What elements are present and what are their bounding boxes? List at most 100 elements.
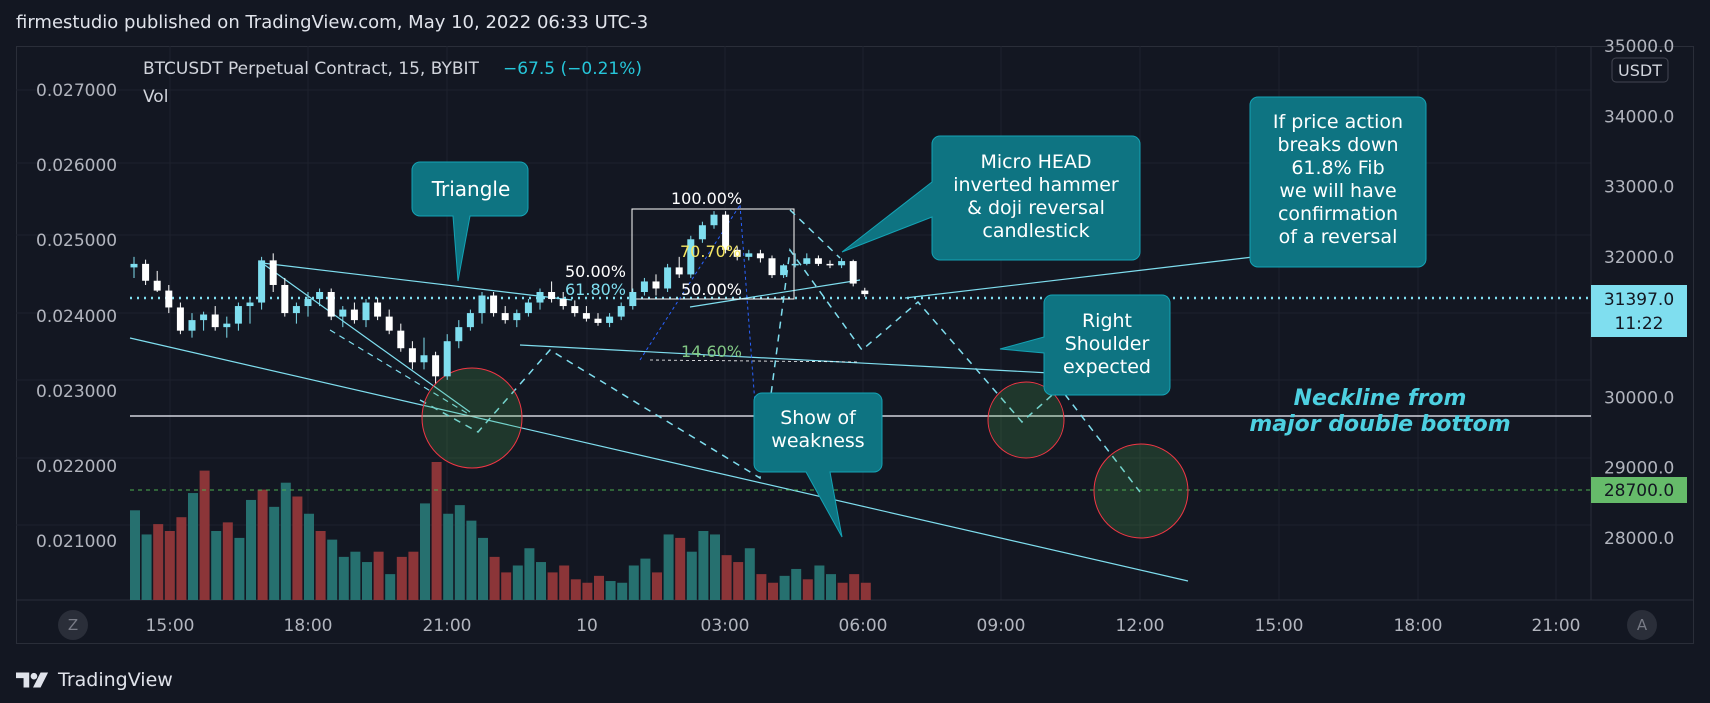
- svg-text:100.00%: 100.00%: [671, 189, 742, 208]
- z-button[interactable]: Z: [58, 610, 88, 640]
- volume-bar: [582, 582, 593, 600]
- last-price-value: 31397.0: [1604, 290, 1674, 310]
- volume-bar: [524, 548, 535, 600]
- callout-if-price[interactable]: If price action breaks down 61.8% Fib we wi…: [1249, 96, 1427, 268]
- left-axis-tick: 0.022000: [36, 457, 117, 477]
- volume-bar: [338, 556, 349, 600]
- candle-body: [710, 214, 718, 226]
- volume-bar: [373, 551, 384, 600]
- volume-bar: [628, 565, 639, 600]
- volume-bar: [420, 503, 430, 600]
- candle-body: [687, 239, 695, 275]
- countdown: 11:22: [1615, 314, 1664, 334]
- left-axis-tick: 0.027000: [36, 81, 117, 101]
- candle-body: [756, 253, 764, 259]
- right-axis[interactable]: 35000.0 34000.0 33000.0 32000.0 30000.0 29000…: [1604, 37, 1674, 549]
- volume-bar: [837, 582, 848, 600]
- candle-body: [176, 307, 184, 331]
- time-axis-label: 15:00: [146, 616, 195, 636]
- volume-bar: [211, 531, 222, 600]
- candle-body: [582, 313, 590, 319]
- candle-body: [269, 260, 277, 285]
- candle-body: [536, 292, 544, 303]
- volume-bar: [257, 489, 268, 600]
- target-price-tag: [1591, 477, 1687, 503]
- volume-bar: [605, 581, 616, 600]
- candle-body: [362, 302, 370, 321]
- volume-bar: [768, 582, 778, 600]
- candle-body: [698, 225, 706, 240]
- candle-body: [524, 302, 532, 314]
- publish-info: firmestudio published on TradingView.com…: [16, 12, 649, 33]
- candle-body: [165, 290, 173, 308]
- volume-bar: [570, 579, 581, 600]
- candle-body: [385, 316, 393, 331]
- candle-body: [490, 295, 498, 314]
- mh-line-0: Micro HEAD: [980, 151, 1091, 173]
- volume-bar: [327, 539, 338, 600]
- candle-body: [408, 348, 416, 363]
- time-axis-label: 03:00: [701, 616, 750, 636]
- left-axis-tick: 0.024000: [36, 307, 117, 327]
- volume-bar: [443, 513, 454, 600]
- volume-bar: [141, 534, 152, 600]
- volume-bar: [176, 517, 187, 600]
- svg-text:61.80%: 61.80%: [565, 280, 626, 299]
- volume-bar: [547, 572, 558, 600]
- callout-right-shoulder[interactable]: Right Shoulder expected: [999, 294, 1171, 396]
- volume-bar: [164, 531, 175, 600]
- volume-bar: [733, 562, 744, 600]
- grid: [16, 46, 1591, 600]
- callout-triangle[interactable]: Triangle: [411, 161, 529, 282]
- candle-body: [130, 263, 138, 268]
- volume-bar: [234, 537, 245, 600]
- left-axis: 0.027000 0.026000 0.025000 0.024000 0.023000…: [36, 81, 117, 552]
- right-axis-tick: 28000.0: [1604, 529, 1674, 549]
- rs-line-2: expected: [1063, 356, 1151, 378]
- auto-scale-button[interactable]: A: [1627, 610, 1657, 640]
- candle-body: [745, 253, 753, 257]
- candle-body: [350, 309, 358, 321]
- callout-show-weakness[interactable]: Show of weakness: [753, 392, 883, 538]
- candle-body: [292, 306, 300, 314]
- time-axis-label: 18:00: [284, 616, 333, 636]
- candle-body: [142, 263, 150, 281]
- callout-micro-head[interactable]: Micro HEAD inverted hammer & doji reversal…: [841, 135, 1141, 261]
- left-axis-tick: 0.025000: [36, 231, 117, 251]
- triangle-lower-line: [129, 337, 1189, 582]
- triangle-upper-line: [261, 262, 573, 301]
- right-axis-tick: 30000.0: [1604, 388, 1674, 408]
- candle-body: [664, 267, 672, 289]
- volume-bar: [675, 537, 686, 600]
- left-shoulder-circle: [421, 367, 523, 469]
- mh-line-2: & doji reversal: [967, 197, 1105, 219]
- publish-header: firmestudio published on TradingView.com…: [0, 0, 1710, 46]
- candles: [130, 211, 869, 384]
- volume-bar: [698, 531, 709, 600]
- time-axis-label: 21:00: [1532, 616, 1581, 636]
- left-axis-tick: 0.026000: [36, 156, 117, 176]
- candle-body: [791, 263, 799, 266]
- time-axis[interactable]: 15:00 18:00 21:00 10 03:00 06:00 09:00 12:00 15:…: [146, 616, 1581, 636]
- ip-line-0: If price action: [1273, 111, 1403, 133]
- volume-bar: [860, 582, 871, 600]
- volume-bar: [501, 572, 512, 600]
- drawings[interactable]: [129, 204, 1591, 582]
- nl-line-1: major double bottom: [1249, 412, 1510, 437]
- candle-body: [814, 258, 822, 264]
- candle-body: [722, 214, 730, 250]
- candle-body: [200, 314, 208, 321]
- neckline-label: Neckline from major double bottom: [1249, 386, 1510, 437]
- volume-bar: [640, 558, 651, 600]
- candle-body: [316, 292, 324, 300]
- volume-bar: [466, 520, 477, 600]
- volume-bar: [454, 505, 465, 600]
- currency-label: USDT: [1618, 61, 1662, 80]
- candle-body: [281, 284, 289, 314]
- time-axis-label: 06:00: [839, 616, 888, 636]
- volume-bar: [153, 524, 164, 600]
- candle-body: [188, 320, 196, 331]
